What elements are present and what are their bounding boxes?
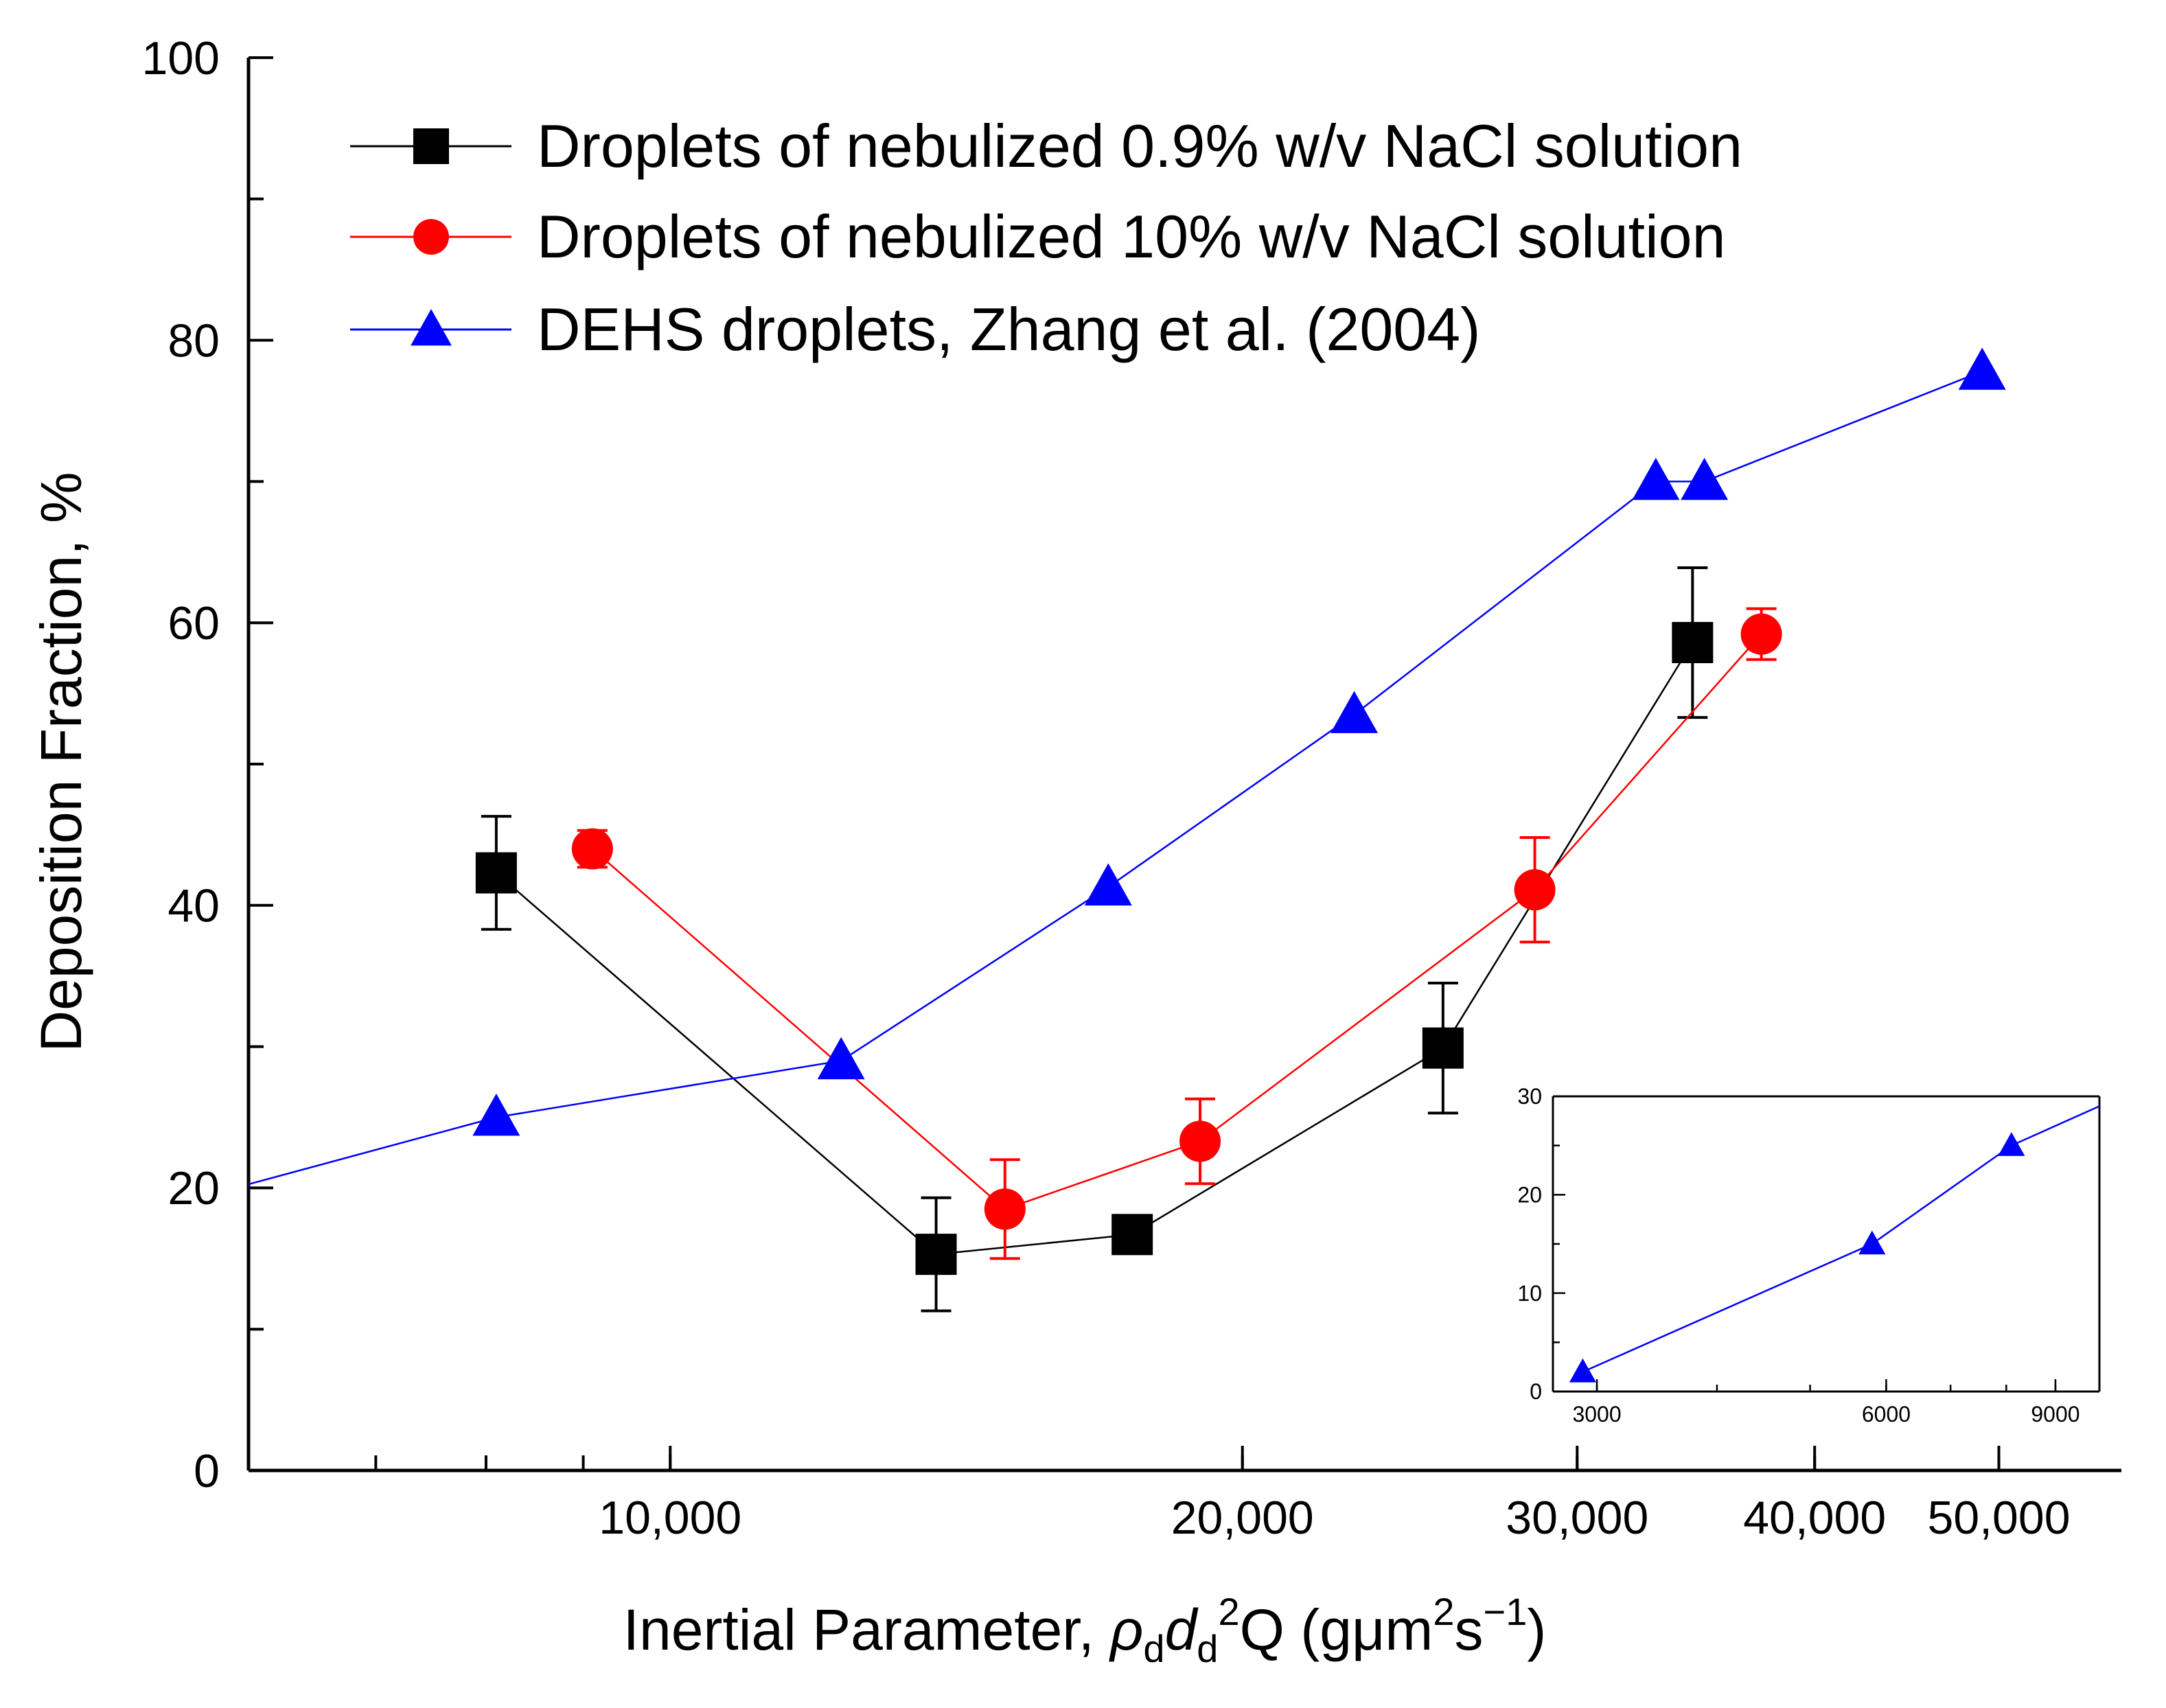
main-y-tick-label: 40 [168, 880, 220, 932]
main-y-tick-label: 20 [168, 1162, 220, 1214]
main-series-1 [571, 607, 1782, 1260]
inset-background [1553, 1096, 2099, 1392]
inset-y-tick-label: 30 [1517, 1084, 1542, 1109]
inset-data-point [1998, 1132, 2025, 1156]
main-y-tick-label: 0 [194, 1445, 220, 1497]
x-axis-title: Inertial Parameter, ρddd2Q (gμm2s−1) [623, 1590, 1547, 1670]
main-data-point [1958, 347, 2006, 390]
inset-x-tick-label: 9000 [2031, 1402, 2079, 1427]
main-data-point [1672, 622, 1714, 664]
main-data-point [1740, 613, 1782, 655]
main-x-tick-label: 30,000 [1506, 1492, 1648, 1544]
main-data-point [1330, 691, 1379, 733]
main-data-point [1084, 863, 1132, 905]
main-data-point [1632, 457, 1680, 500]
legend-marker [413, 219, 449, 255]
main-x-tick-label: 20,000 [1171, 1492, 1314, 1544]
main-series-2 [249, 347, 2006, 1186]
main-data-point [1422, 1027, 1464, 1069]
main-data-point [472, 1094, 520, 1136]
main-plot-area: 10,000 20,000 30,000 40,000 50,000 0 20 40 60 80 1… [142, 32, 2121, 1544]
main-series-line [496, 642, 1694, 1256]
inset-x-tick-label: 6000 [1862, 1402, 1911, 1427]
main-x-tick-label: 10,000 [599, 1492, 741, 1544]
inset-y-tick-label: 20 [1517, 1183, 1542, 1208]
main-y-tick-label: 80 [168, 314, 220, 367]
legend-label: Droplets of nebulized 0.9% w/v NaCl solu… [537, 112, 1742, 180]
inset-series-0 [1569, 1105, 2099, 1383]
main-series-0 [475, 566, 1714, 1313]
inset-x-tick-label: 3000 [1572, 1402, 1621, 1427]
main-data-point [984, 1188, 1026, 1230]
legend: Droplets of nebulized 0.9% w/v NaCl solu… [350, 112, 1742, 363]
legend-marker [413, 128, 449, 164]
inset-plot-area: 3000 6000 9000 0 10 20 30 [1517, 1084, 2101, 1427]
legend-marker [411, 309, 452, 346]
main-data-point [915, 1234, 957, 1276]
main-y-tick-label: 60 [168, 597, 220, 649]
inset-series-line [1582, 1105, 2099, 1373]
inset-data-point [1569, 1358, 1596, 1383]
legend-label: DEHS droplets, Zhang et al. (2004) [537, 295, 1480, 363]
legend-label: Droplets of nebulized 10% w/v NaCl solut… [537, 203, 1726, 270]
main-data-point [1681, 457, 1729, 500]
inset-y-tick-label: 10 [1517, 1281, 1542, 1306]
y-axis-title: Deposition Fraction, % [29, 472, 93, 1052]
main-y-tick-label: 100 [142, 32, 220, 84]
main-data-point [475, 852, 517, 894]
main-x-tick-label: 50,000 [1928, 1492, 2071, 1544]
main-data-point [1514, 869, 1556, 911]
main-data-point [817, 1037, 865, 1080]
inset-data-point [1858, 1230, 1886, 1255]
main-x-tick-label: 40,000 [1743, 1492, 1886, 1544]
main-data-point [1111, 1214, 1153, 1256]
main-data-point [1179, 1120, 1221, 1162]
main-data-point [571, 828, 613, 870]
inset-y-tick-label: 0 [1530, 1379, 1542, 1404]
